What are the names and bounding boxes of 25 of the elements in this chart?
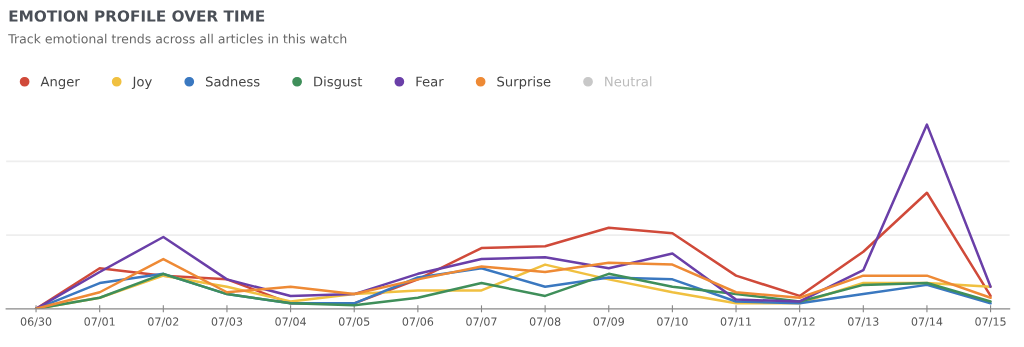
legend-label: Surprise (497, 76, 551, 90)
legend-label: Sadness (205, 76, 260, 87)
legend-label: Joy (131, 76, 152, 90)
x-tick-label: 07/03 (211, 317, 243, 327)
x-tick-label: 07/01 (84, 317, 115, 327)
legend-label: Fear (416, 76, 444, 87)
x-tick-label: 07/07 (466, 317, 497, 327)
x-tick-label: 07/02 (148, 317, 179, 327)
x-tick-label: 07/04 (275, 317, 306, 327)
x-tick-label: 07/09 (593, 317, 624, 327)
x-tick-label: 06/30 (20, 317, 52, 327)
x-tick-label: 07/06 (402, 317, 434, 327)
x-tick-label: 07/11 (720, 317, 752, 327)
x-tick-label: 07/08 (529, 317, 561, 327)
x-tick-label: 07/13 (848, 317, 879, 327)
legend-label: Disgust (314, 76, 363, 90)
chart-title: EMOTION PROFILE OVER TIME (9, 10, 265, 22)
x-tick-label: 07/10 (657, 317, 688, 327)
legend-label: Neutral (605, 76, 652, 87)
chart-subtitle: Track emotional trends across all articles in this watch (8, 33, 347, 44)
legend-label: Anger (40, 76, 80, 90)
x-tick-label: 07/05 (338, 317, 370, 327)
x-tick-label: 07/15 (975, 317, 1006, 327)
x-tick-label: 07/14 (911, 317, 943, 327)
x-tick-label: 07/12 (784, 317, 815, 327)
